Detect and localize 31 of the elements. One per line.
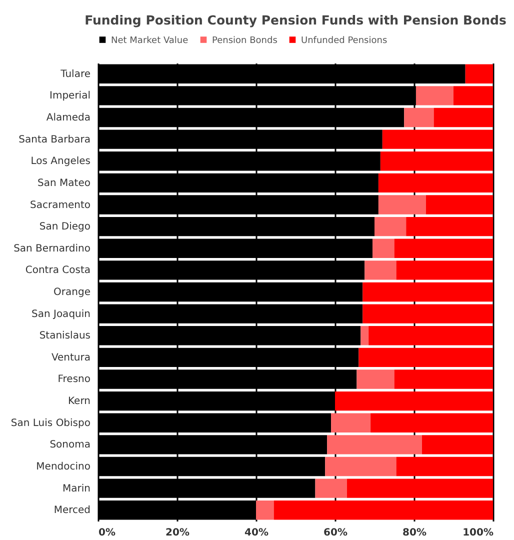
chart-title: Funding Position County Pension Funds with Pension Bonds (84, 12, 506, 28)
y-tick-label: Contra Costa (25, 265, 90, 276)
y-tick-label: Merced (54, 505, 90, 516)
legend-label: Pension Bonds (212, 36, 278, 46)
y-tick-label: Orange (54, 287, 90, 298)
x-tick-label: 20% (166, 528, 190, 538)
y-tick-label: San Joaquin (32, 308, 90, 320)
x-tick-label: 80% (402, 528, 426, 538)
y-tick-label: Marin (62, 483, 90, 494)
y-tick-label: Fresno (58, 374, 90, 386)
y-tick-label: Alameda (46, 112, 90, 124)
y-tick-label: Santa Barbara (18, 134, 90, 146)
y-tick-label: Stanislaus (39, 330, 90, 342)
y-tick-label: Kern (68, 396, 90, 408)
x-tick-label: 0% (98, 528, 116, 538)
y-tick-label: Ventura (51, 352, 90, 364)
legend-label: Unfunded Pensions (301, 36, 388, 46)
y-tick-label: Mendocino (36, 461, 90, 472)
y-tick-label: San Mateo (38, 178, 90, 189)
y-tick-label: Imperial (50, 90, 90, 102)
y-tick-label: Los Angeles (30, 156, 90, 168)
y-tick-label: San Luis Obispo (10, 418, 90, 429)
y-tick-label: San Diego (39, 222, 90, 233)
legend-label: Net Market Value (111, 36, 189, 46)
x-tick-label: 100% (462, 528, 494, 538)
y-tick-label: Tulare (60, 68, 90, 80)
x-tick-label: 40% (244, 528, 268, 538)
y-tick-label: Sonoma (50, 440, 90, 451)
y-tick-label: Sacramento (30, 200, 90, 211)
x-tick-label: 60% (324, 528, 348, 538)
y-tick-label: San Bernardino (14, 243, 90, 254)
